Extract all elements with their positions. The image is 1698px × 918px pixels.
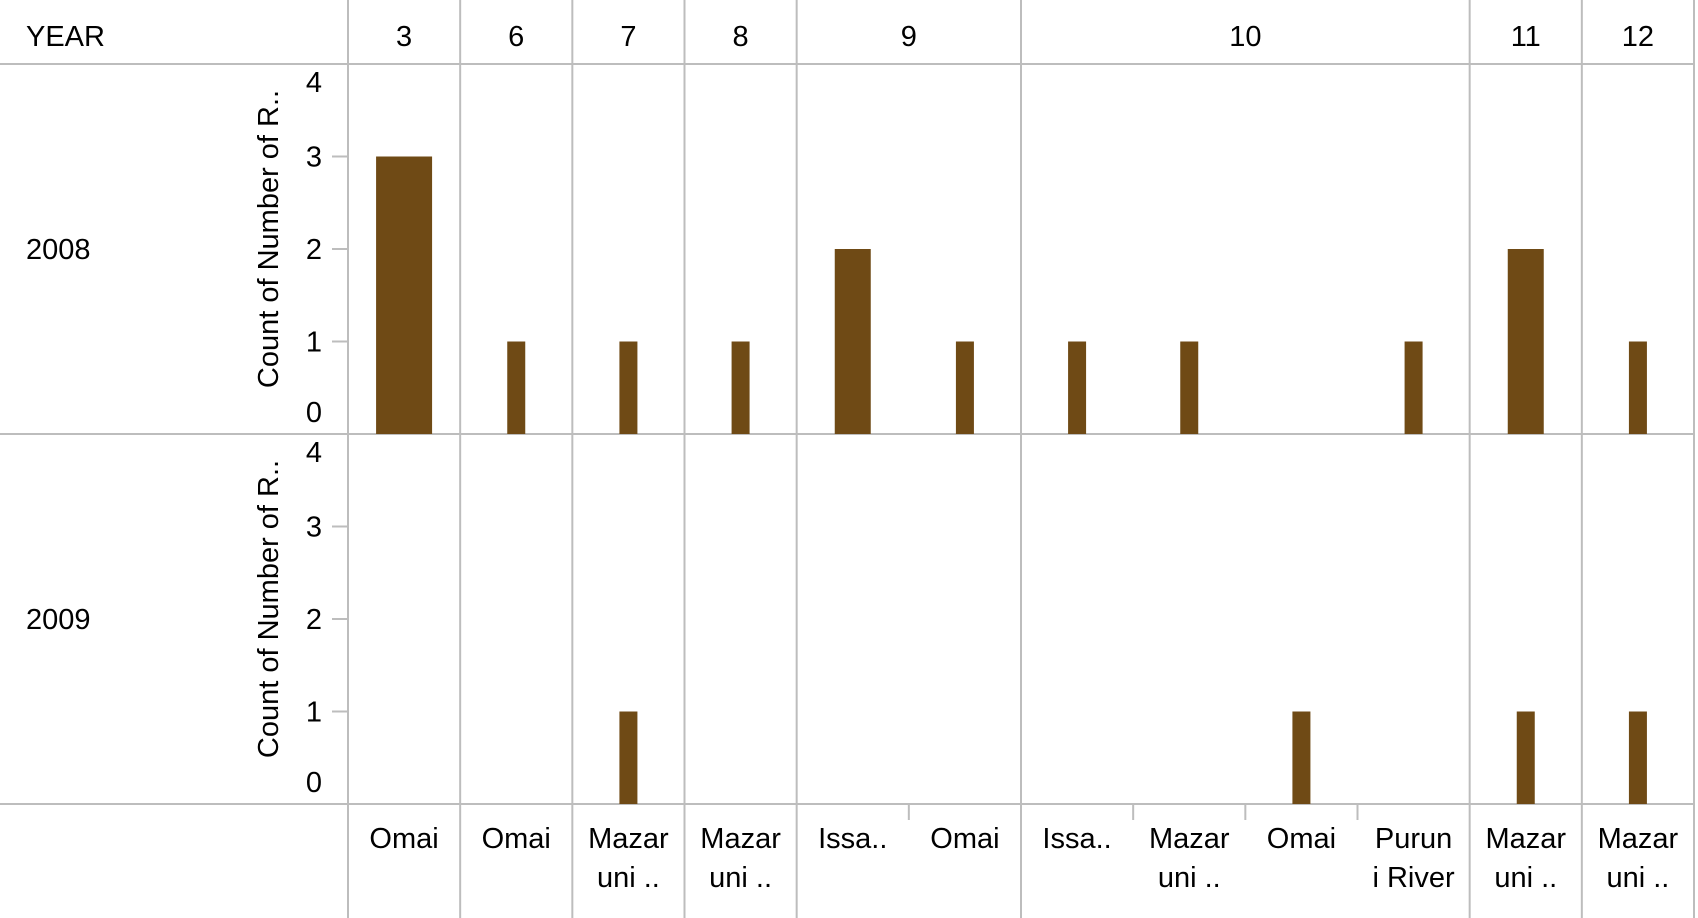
category-label: Issa.. [818,823,887,855]
category-label: Issa.. [1042,823,1111,855]
month-header: 9 [901,21,917,53]
bars [376,156,1647,804]
bar [1507,249,1544,434]
bar [1292,711,1311,804]
bar [1404,341,1423,434]
category-label: Mazar [1485,823,1566,855]
month-header: 11 [1511,21,1541,53]
row-2009: 2009 Count of Number of R.. 0 1 2 3 4 [26,437,322,799]
month-header: 3 [396,21,412,53]
bar [1628,341,1647,434]
category-label: Purun [1375,823,1452,855]
category-label: uni .. [1606,862,1669,894]
category-label: Mazar [1598,823,1679,855]
bar [1180,341,1199,434]
bar [1068,341,1087,434]
column-header-label: YEAR [26,21,105,53]
month-header: 10 [1229,21,1261,53]
month-header: 12 [1622,21,1654,53]
month-header: 7 [620,21,636,53]
bar [1516,711,1535,804]
y-axis-title: Count of Number of R.. [253,90,285,388]
category-label: Omai [930,823,999,855]
bar [1628,711,1647,804]
bar [376,156,433,434]
bar [731,341,750,434]
y-tick-label: 1 [306,327,322,359]
category-label: uni .. [709,862,772,894]
y-tick-label: 4 [306,437,322,469]
y-tick-label: 3 [306,142,322,174]
bar [619,711,638,804]
category-label: uni .. [597,862,660,894]
y-tick-label: 2 [306,234,322,266]
year-label: 2009 [26,604,91,636]
category-label: Omai [369,823,438,855]
y-axis-title: Count of Number of R.. [253,460,285,758]
month-header: 8 [733,21,749,53]
year-label: 2008 [26,234,91,266]
month-header: 6 [508,21,524,53]
y-tick-label: 0 [306,397,322,429]
y-tick-label: 1 [306,697,322,729]
bar [955,341,974,434]
y-tick-label: 3 [306,512,322,544]
category-label: Mazar [1149,823,1230,855]
bar [619,341,638,434]
category-label: Omai [1267,823,1336,855]
bar [834,249,871,434]
row-2008: 2008 Count of Number of R.. 0 1 2 3 4 [26,67,322,429]
category-label: uni .. [1158,862,1221,894]
category-label: Mazar [700,823,781,855]
category-label: Mazar [588,823,669,855]
y-tick-label: 4 [306,67,322,99]
category-label: i River [1372,862,1455,894]
category-label: Omai [482,823,551,855]
y-tick-label: 2 [306,604,322,636]
category-label: uni .. [1494,862,1557,894]
bar [507,341,526,434]
y-tick-label: 0 [306,767,322,799]
